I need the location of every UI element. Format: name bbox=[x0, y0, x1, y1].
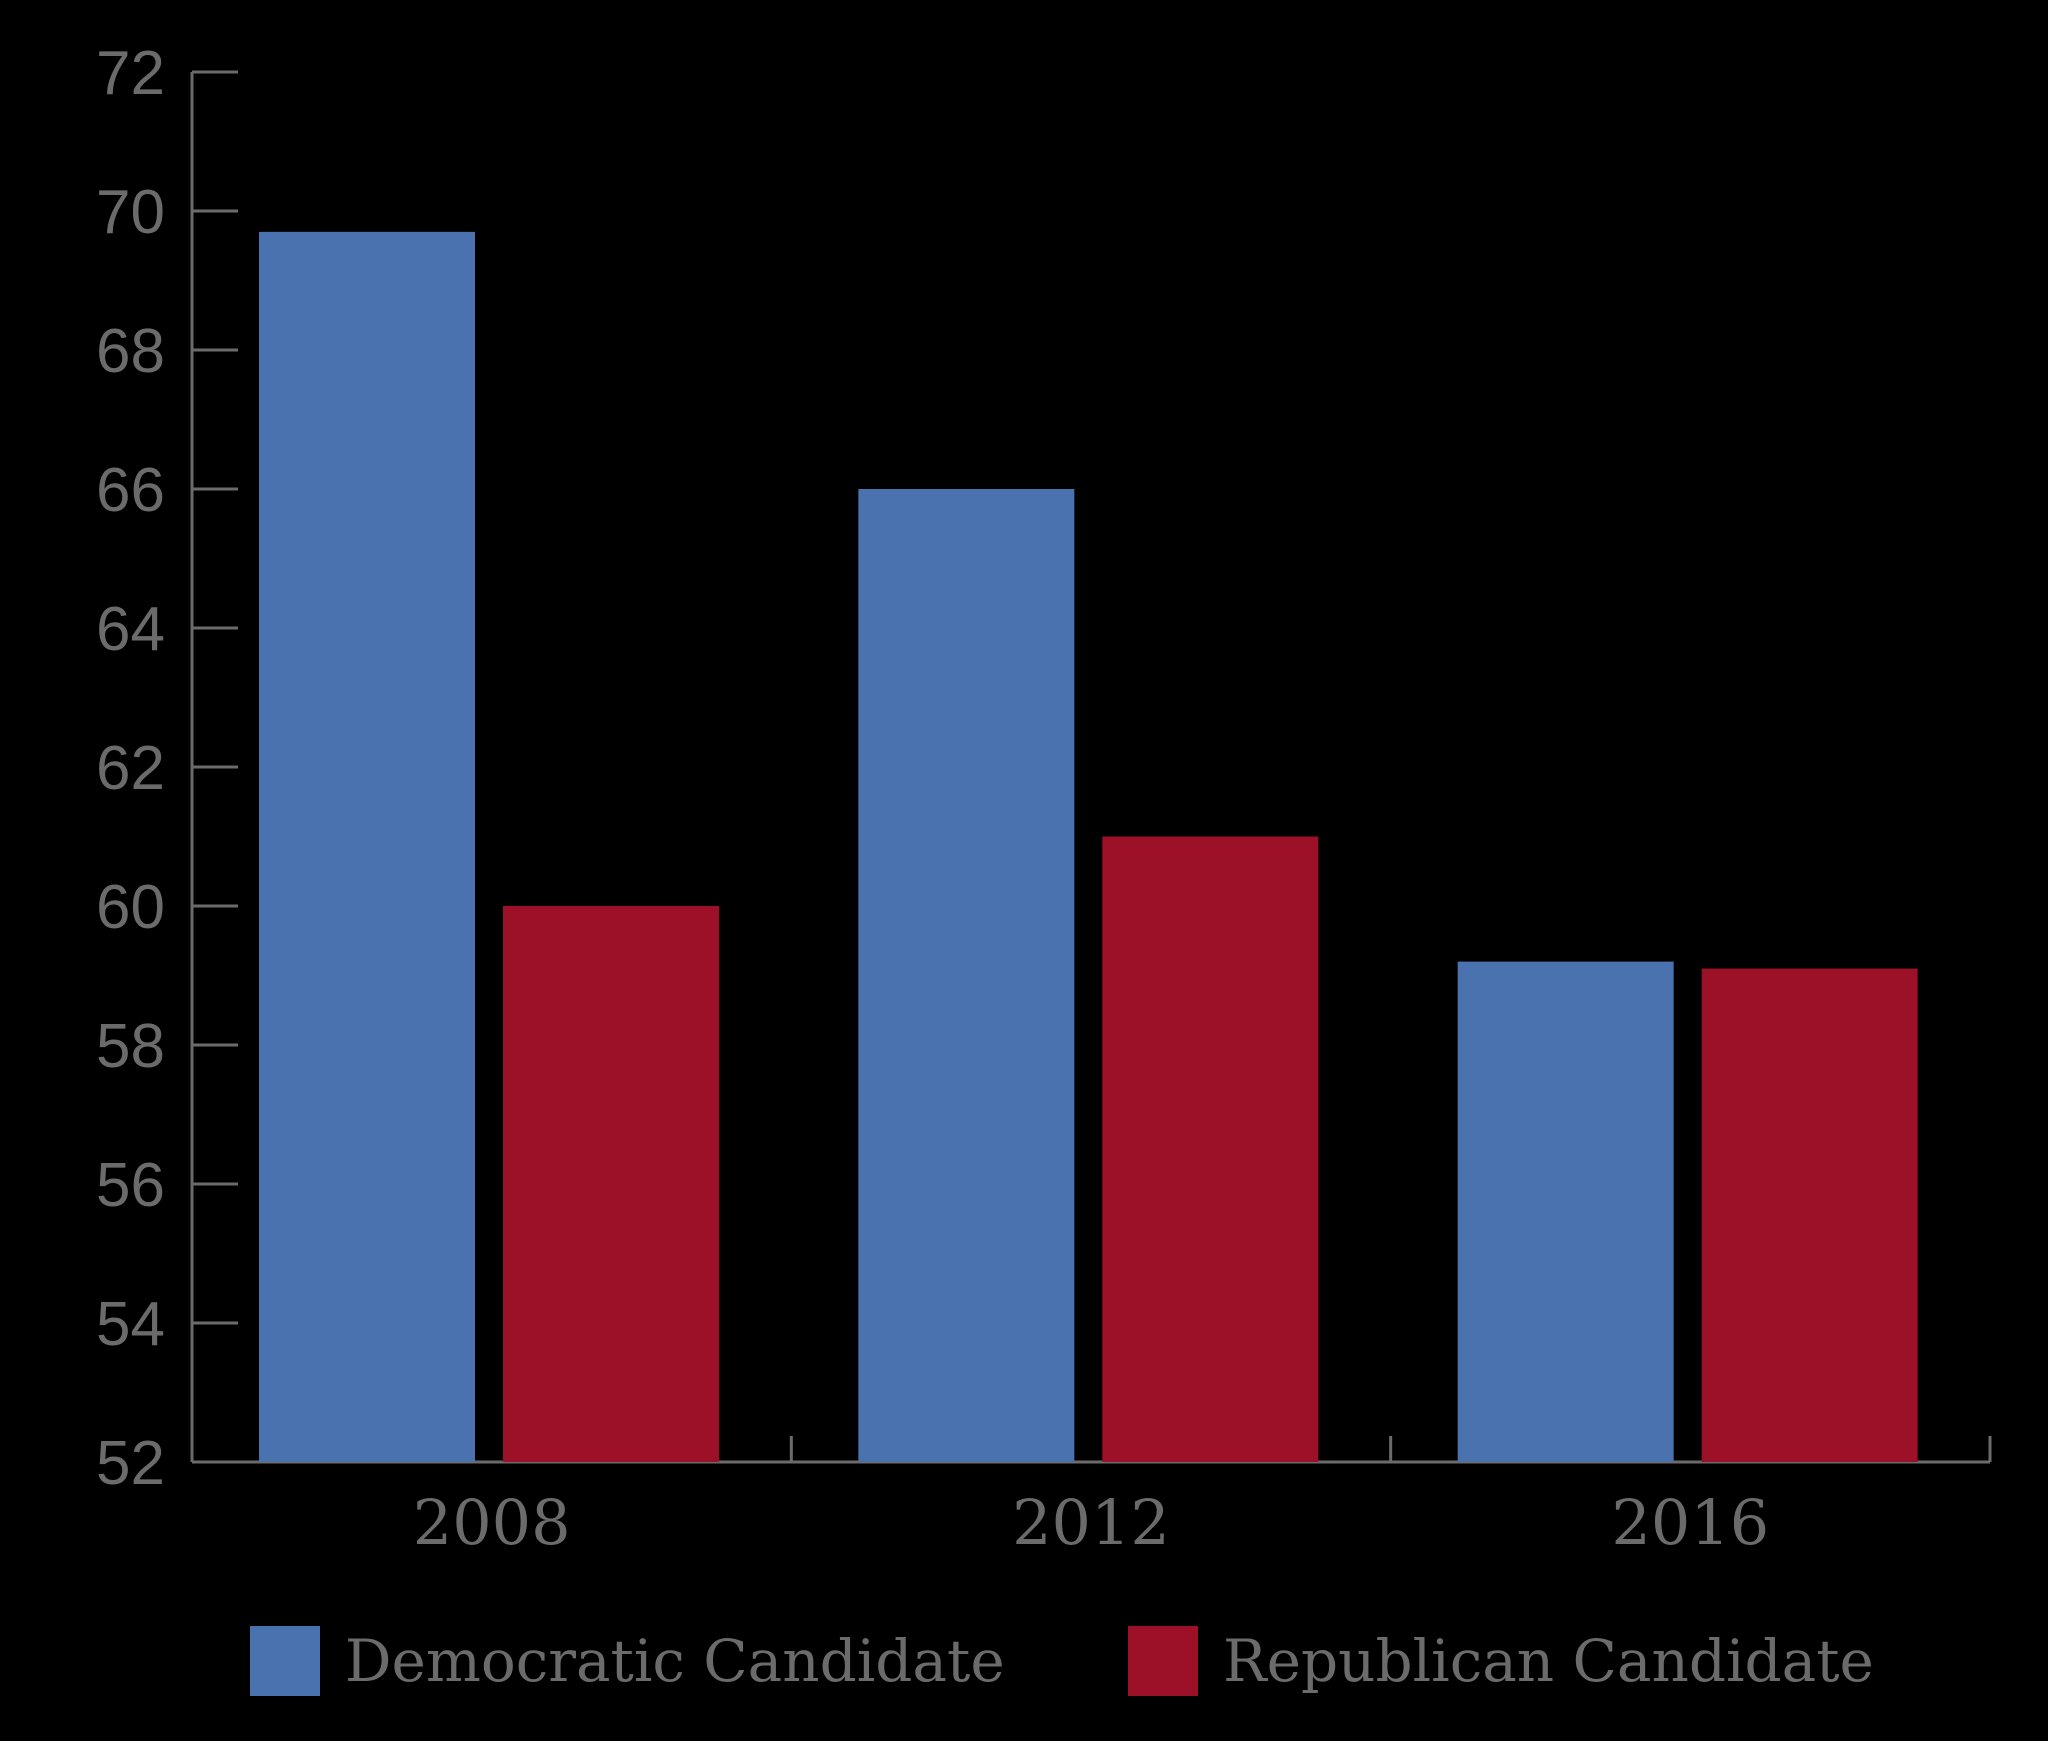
x-category-label: 2012 bbox=[1012, 1486, 1170, 1559]
bar-2008-republican bbox=[503, 906, 719, 1462]
y-tick-label: 60 bbox=[96, 873, 165, 942]
bars bbox=[259, 231, 1918, 1463]
bar-2008-democratic bbox=[259, 231, 475, 1463]
y-tick-label: 54 bbox=[96, 1290, 165, 1359]
y-tick-label: 56 bbox=[96, 1151, 165, 1220]
y-tick-label: 68 bbox=[96, 317, 165, 386]
y-tick-label: 52 bbox=[96, 1429, 165, 1498]
x-category-label: 2016 bbox=[1611, 1486, 1769, 1559]
bar-2016-republican bbox=[1701, 968, 1918, 1462]
legend-label: Republican Candidate bbox=[1223, 1627, 1874, 1695]
bar-2012-republican bbox=[1102, 836, 1319, 1462]
legend-swatch bbox=[1128, 1626, 1198, 1696]
legend-swatch bbox=[250, 1626, 320, 1696]
y-tick-label: 64 bbox=[96, 595, 165, 664]
x-category-label: 2008 bbox=[413, 1486, 571, 1559]
y-tick-label: 70 bbox=[96, 178, 165, 247]
y-tick-label: 62 bbox=[96, 734, 165, 803]
y-axis: 52 54 56 58 60 62 64 66 68 70 72 bbox=[96, 39, 238, 1498]
y-tick-label: 66 bbox=[96, 456, 165, 525]
y-tick-label: 58 bbox=[96, 1012, 165, 1081]
bar-2012-democratic bbox=[858, 489, 1075, 1462]
legend-label: Democratic Candidate bbox=[345, 1627, 1005, 1695]
x-axis: 2008 2012 2016 bbox=[192, 1436, 1992, 1559]
legend: Democratic Candidate Republican Candidate bbox=[250, 1626, 1874, 1696]
bar-2016-democratic bbox=[1457, 961, 1674, 1462]
y-tick-label: 72 bbox=[96, 39, 165, 108]
